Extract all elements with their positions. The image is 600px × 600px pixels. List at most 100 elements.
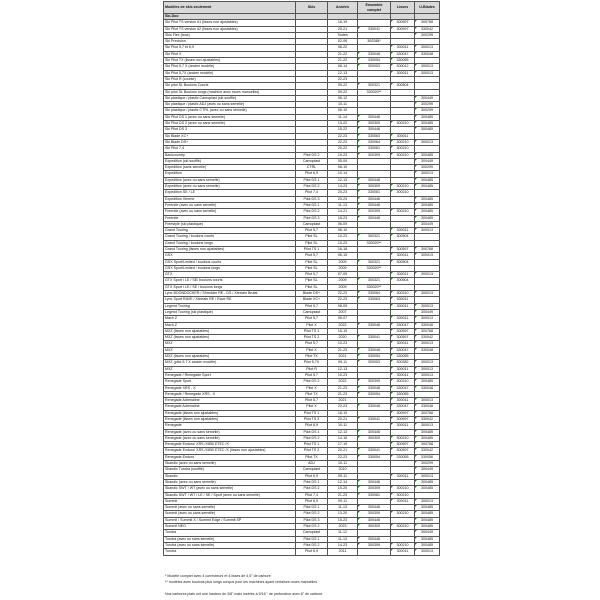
table-row: Ski pilot SL Boulons Courts 09-22 300321 30… bbox=[163, 82, 440, 90]
cell-ublades: 330056 bbox=[414, 453, 440, 462]
table-row: Renegade / Renegade Sport Pilot 5,7 10-23 3… bbox=[163, 371, 440, 380]
header-row: Modèles de skis seulement Skis Années En… bbox=[163, 1, 440, 14]
table-row: GTX Pilot 5,7 07-09 300011 300013 bbox=[163, 271, 440, 279]
table-row: Mach Z Pilot X 2022 330046 330047 330048 bbox=[163, 321, 440, 329]
cell-ublades: 330048 bbox=[414, 403, 440, 411]
compatibility-table: Modèles de skis seulement Skis Années En… bbox=[163, 1, 440, 556]
footnote-carbide: Nos carbures plats ont une hauteur de 3/… bbox=[165, 592, 324, 596]
cell-ublades bbox=[414, 283, 440, 292]
table-row: GSX Sport/Limited / boulons longs Pilot S… bbox=[163, 264, 440, 273]
table-row: MXZ Pilot R 12-13 300011 300013 bbox=[163, 365, 440, 373]
col-header-years: Années bbox=[327, 1, 358, 14]
cell-ublades: 300299 bbox=[414, 460, 440, 468]
cell-ublades: 300013 bbox=[414, 422, 440, 430]
section-cell bbox=[414, 12, 440, 21]
table-row: Renegade Adrenaline Pilot X 22-23 330046 330… bbox=[163, 403, 440, 411]
cell-ublades bbox=[414, 491, 440, 499]
cell-ublades: 300013 bbox=[414, 302, 440, 310]
table-row: Ski Pilot TS version #1 (lisses non ajus… bbox=[163, 19, 440, 27]
table-row: Renegade Adrenaline Pilot 5,7 2021 300011 30… bbox=[163, 397, 440, 405]
cell-ublades bbox=[414, 88, 440, 96]
cell-ublades: 300485 bbox=[414, 428, 440, 436]
table-row: Renegade Enduro/ XRS /X850 ETEC /X Pilot … bbox=[163, 441, 440, 449]
table-row: Renegade Sport Pilot DS 2 2022 300309 300210… bbox=[163, 378, 440, 386]
cell-ublades: 330048 bbox=[414, 384, 440, 392]
table-row: Ski plastique / plastic CTRL (avec ou sa… bbox=[163, 107, 440, 115]
footnote-long-bolts: ** modèles avec boulons plus longs conçu… bbox=[165, 580, 318, 584]
cell-ublades: 300485 bbox=[414, 434, 440, 443]
cell-ublades: 330042 bbox=[414, 334, 440, 342]
cell-ublades: 300299 bbox=[414, 101, 440, 109]
col-header-runners: Lisses bbox=[390, 1, 415, 14]
table-row: Renegade (avec ou sans semelle) Pilot DS … bbox=[163, 428, 440, 436]
table-row: GTX Sport / LE / SE / boulons longs Pilot… bbox=[163, 283, 440, 292]
cell-ublades: 330048 bbox=[414, 321, 440, 329]
table-row: Lynx BOONDOCKER / Shredder RE - DS / Xte… bbox=[163, 290, 440, 298]
cell-ublades: 300013 bbox=[414, 397, 440, 405]
cell-ublades: 300013 bbox=[414, 252, 440, 260]
table-row: MXZ (lisses non ajustables) Pilot TX 2021 3… bbox=[163, 353, 440, 361]
cell-ublades: 300013 bbox=[414, 340, 440, 348]
table-row: Skandic SWT / WT / LE / SE / Sport (avec… bbox=[163, 491, 440, 499]
table-row: Ski plastique / plastic ADJ (avec ou san… bbox=[163, 101, 440, 109]
cell-ublades: 300485 bbox=[414, 120, 440, 128]
cell-ublades: 300768 bbox=[414, 441, 440, 449]
table-row: Lynx Sport RAVE / Xterrain RE / Rave RE B… bbox=[163, 296, 440, 304]
cell-ublades bbox=[414, 296, 440, 304]
cell-ublades bbox=[414, 353, 440, 361]
cell-ublades: 300485 bbox=[414, 478, 440, 487]
table-row: MXZ Pilot X 21-23 330046 330047 330048 bbox=[163, 346, 440, 355]
cell-ublades: 330042 bbox=[414, 415, 440, 424]
col-header-skis: Skis bbox=[295, 1, 328, 14]
cell-ublades: 330042 bbox=[414, 25, 440, 33]
table-row: Renegade XRS - X Pilot X 21-23 330046 330047… bbox=[163, 384, 440, 392]
cell-years: 2011 bbox=[327, 548, 358, 556]
table-row: GSX Pilot 5,7 06-15 300011 300013 bbox=[163, 252, 440, 260]
cell-ublades bbox=[414, 264, 440, 273]
table-row: Skandic (avec ou sans semelle) Pilot DS 1… bbox=[163, 478, 440, 487]
table-row: Ski Pilot 5,7X (ancien modèle) 12-13 30001… bbox=[163, 69, 440, 77]
table-row: Ski Pilot R (course) 22-23 bbox=[163, 75, 440, 84]
cell-ublades bbox=[414, 277, 440, 285]
cell-ublades: 300013 bbox=[414, 365, 440, 373]
cell-ublades: 300013 bbox=[414, 63, 440, 71]
cell-ublades: 300013 bbox=[414, 290, 440, 298]
cell-ublades: 300768 bbox=[414, 19, 440, 27]
table-row: GSX Sport/Limited / boulons courts Pilot … bbox=[163, 258, 440, 266]
table-row: Tundra Pilot 6,9 2011 300011 300013 bbox=[163, 548, 440, 556]
table-row: Renegade / Renegade XRS - X Pilot TX 21-23… bbox=[163, 390, 440, 399]
table-row: Renegade Enduro/ XRS /X850 ETEC /X (liss… bbox=[163, 447, 440, 455]
table-row: Legend Touring Pilot 5,7 08-09 300011 300013 bbox=[163, 302, 440, 310]
cell-ublades: 330042 bbox=[414, 447, 440, 455]
cell-ublades bbox=[414, 258, 440, 266]
table-row: Ski plastique / plastic Camoplast (ski s… bbox=[163, 94, 440, 103]
cell-complete-set bbox=[357, 548, 391, 556]
table-row: Renegade (lisses non ajustables) Pilot TS… bbox=[163, 415, 440, 424]
cell-ublades: 300449 bbox=[414, 466, 440, 474]
cell-ublades bbox=[414, 390, 440, 399]
table-row: Ski Pilot DS 3 15-22 300446 300485 bbox=[163, 126, 440, 134]
col-header-model: Modèles de skis seulement bbox=[163, 1, 296, 14]
cell-ublades: 300768 bbox=[414, 327, 440, 336]
cell-runners: 300011 bbox=[390, 548, 415, 556]
table-row: Skandic Pilot 6,9 09-11 300011 300013 bbox=[163, 472, 440, 480]
cell-model: Tundra bbox=[163, 548, 296, 556]
cell-ublades: 300013 bbox=[414, 472, 440, 480]
cell-ublades bbox=[414, 82, 440, 90]
table-row: Skandic Tundra (soufflé) Camoplast 2010 300… bbox=[163, 466, 440, 474]
table-row: Renegade Pilot 6,9 10-11 300011 300013 bbox=[163, 422, 440, 430]
cell-ublades: 300299 bbox=[414, 107, 440, 115]
table-row: Skandic (avec ou sans semelle) ADJ 10-11 30… bbox=[163, 460, 440, 468]
cell-ublades: 300485 bbox=[414, 504, 440, 512]
cell-ublades: 300013 bbox=[414, 371, 440, 380]
col-header-complete-set: Ensemble complet bbox=[357, 1, 391, 14]
cell-ublades: 300485 bbox=[414, 113, 440, 122]
cell-skis: Pilot 6,9 bbox=[295, 548, 328, 556]
table-row: Ski Pilot DS 1 (avec ou sans semelle) 11-… bbox=[163, 113, 440, 122]
cell-ublades: 300449 bbox=[414, 308, 440, 317]
cell-ublades: 300768 bbox=[414, 409, 440, 418]
table-row: Mach Z Pilot 5,7 06-07 300011 300013 bbox=[163, 315, 440, 323]
table-row: Summit Pilot 6,9 09-11 300011 300013 bbox=[163, 497, 440, 506]
cell-ublades bbox=[414, 75, 440, 84]
